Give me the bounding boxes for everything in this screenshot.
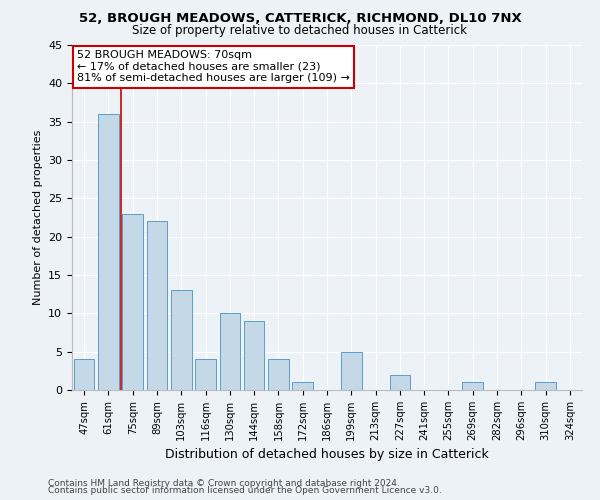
Text: Size of property relative to detached houses in Catterick: Size of property relative to detached ho…: [133, 24, 467, 37]
Bar: [535, 382, 556, 390]
Bar: [146, 222, 167, 390]
Bar: [98, 114, 119, 390]
Bar: [74, 360, 94, 390]
Bar: [268, 360, 289, 390]
Bar: [341, 352, 362, 390]
Text: Contains HM Land Registry data © Crown copyright and database right 2024.: Contains HM Land Registry data © Crown c…: [48, 478, 400, 488]
Bar: [292, 382, 313, 390]
Bar: [122, 214, 143, 390]
Text: 52 BROUGH MEADOWS: 70sqm
← 17% of detached houses are smaller (23)
81% of semi-d: 52 BROUGH MEADOWS: 70sqm ← 17% of detach…: [77, 50, 350, 84]
Bar: [195, 360, 216, 390]
Y-axis label: Number of detached properties: Number of detached properties: [32, 130, 43, 305]
Bar: [463, 382, 483, 390]
X-axis label: Distribution of detached houses by size in Catterick: Distribution of detached houses by size …: [165, 448, 489, 462]
Text: 52, BROUGH MEADOWS, CATTERICK, RICHMOND, DL10 7NX: 52, BROUGH MEADOWS, CATTERICK, RICHMOND,…: [79, 12, 521, 26]
Bar: [389, 374, 410, 390]
Bar: [220, 314, 240, 390]
Text: Contains public sector information licensed under the Open Government Licence v3: Contains public sector information licen…: [48, 486, 442, 495]
Bar: [244, 321, 265, 390]
Bar: [171, 290, 191, 390]
